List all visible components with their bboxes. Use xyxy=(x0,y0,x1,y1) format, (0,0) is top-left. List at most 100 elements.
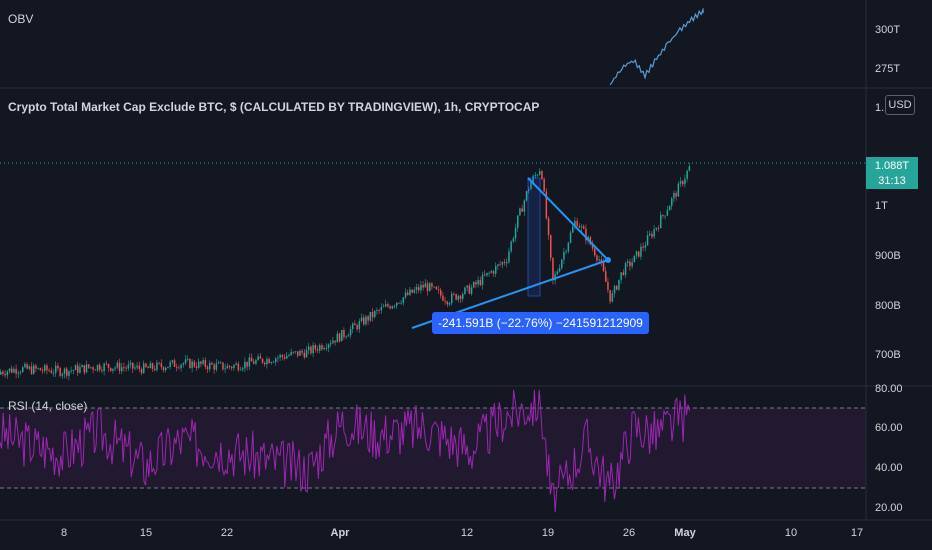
candle xyxy=(140,367,143,376)
candle-body xyxy=(404,292,407,298)
candle-body xyxy=(338,333,341,342)
candle xyxy=(213,362,215,374)
candle xyxy=(464,286,466,295)
candle-body xyxy=(543,179,545,192)
candle-body xyxy=(233,365,235,369)
candle xyxy=(622,269,625,276)
candle xyxy=(486,272,488,278)
candle-body xyxy=(497,264,499,267)
candle-body xyxy=(244,361,246,369)
candle-body xyxy=(380,307,383,311)
candle xyxy=(343,327,345,340)
candle-body xyxy=(591,244,594,249)
candle xyxy=(118,358,121,375)
candle xyxy=(565,249,567,255)
candle xyxy=(48,368,50,373)
candle-body xyxy=(657,227,660,229)
candle-body xyxy=(455,294,457,300)
candle-body xyxy=(398,302,400,304)
candle xyxy=(233,364,235,371)
candle xyxy=(519,207,521,216)
candle-body xyxy=(605,271,607,282)
candle xyxy=(470,284,473,296)
candle-body xyxy=(2,371,4,374)
candle xyxy=(180,363,182,372)
candle-body xyxy=(248,357,251,367)
candle xyxy=(492,269,495,277)
candle xyxy=(576,218,578,227)
currency-button[interactable]: USD xyxy=(885,95,915,115)
candle-body xyxy=(622,272,625,275)
candle xyxy=(294,350,297,354)
candle xyxy=(686,169,688,183)
candle-body xyxy=(116,362,119,368)
obv-line xyxy=(609,8,704,86)
measurement-tooltip[interactable]: -241.591B (−22.76%) −241591212909 xyxy=(432,312,649,334)
candle xyxy=(521,204,523,212)
candle-body xyxy=(17,372,20,374)
candle xyxy=(28,364,31,371)
candle xyxy=(455,293,457,301)
candle-body xyxy=(277,357,279,359)
candle-body xyxy=(473,281,475,288)
candle xyxy=(646,230,649,246)
obv-label[interactable]: OBV xyxy=(8,12,34,26)
candle xyxy=(598,255,600,264)
candle-body xyxy=(74,365,77,371)
candle-body xyxy=(385,304,387,307)
candle xyxy=(415,283,418,294)
candle xyxy=(644,241,647,252)
candle xyxy=(591,240,594,252)
candle xyxy=(246,361,248,371)
candle-body xyxy=(286,355,288,359)
candle-body xyxy=(668,206,671,211)
candle xyxy=(655,227,658,232)
candle xyxy=(195,362,198,371)
candle xyxy=(664,215,666,220)
candle-body xyxy=(239,369,242,371)
measure-rectangle xyxy=(527,177,541,297)
candle-body xyxy=(486,272,488,276)
candle-body xyxy=(389,306,391,309)
candle-body xyxy=(517,215,519,228)
candle-series xyxy=(0,162,691,381)
candle xyxy=(211,361,213,365)
candle-body xyxy=(409,289,411,295)
drawing-tools xyxy=(411,177,611,329)
candle-body xyxy=(503,262,506,264)
candle xyxy=(662,214,664,219)
time-axis-label: 17 xyxy=(850,527,864,539)
candle-body xyxy=(191,361,193,369)
candle xyxy=(292,351,295,355)
candle-body xyxy=(231,366,233,369)
rsi-label[interactable]: RSI (14, close) xyxy=(8,399,88,413)
candle xyxy=(143,360,145,374)
candle xyxy=(391,305,394,310)
candle xyxy=(0,369,2,376)
candle xyxy=(347,333,350,337)
candle-body xyxy=(363,317,365,325)
countdown-timer: 31:13 xyxy=(878,175,906,187)
candle xyxy=(299,349,301,356)
candle-body xyxy=(325,347,328,349)
candle-body xyxy=(607,281,609,290)
candle xyxy=(440,287,442,299)
candle-body xyxy=(400,302,402,304)
candle xyxy=(433,286,435,288)
candle xyxy=(583,224,585,230)
candle xyxy=(266,356,268,369)
candle xyxy=(413,286,416,294)
candle-body xyxy=(235,363,237,366)
candle xyxy=(618,279,620,292)
candle xyxy=(44,363,46,373)
candle xyxy=(356,323,358,332)
candle-body xyxy=(261,358,264,363)
candle-body xyxy=(629,261,631,267)
candle-body xyxy=(48,370,50,372)
candle xyxy=(508,247,510,265)
candle-body xyxy=(301,350,303,353)
candle xyxy=(228,365,231,370)
candle-body xyxy=(512,238,515,242)
candle xyxy=(248,353,251,371)
